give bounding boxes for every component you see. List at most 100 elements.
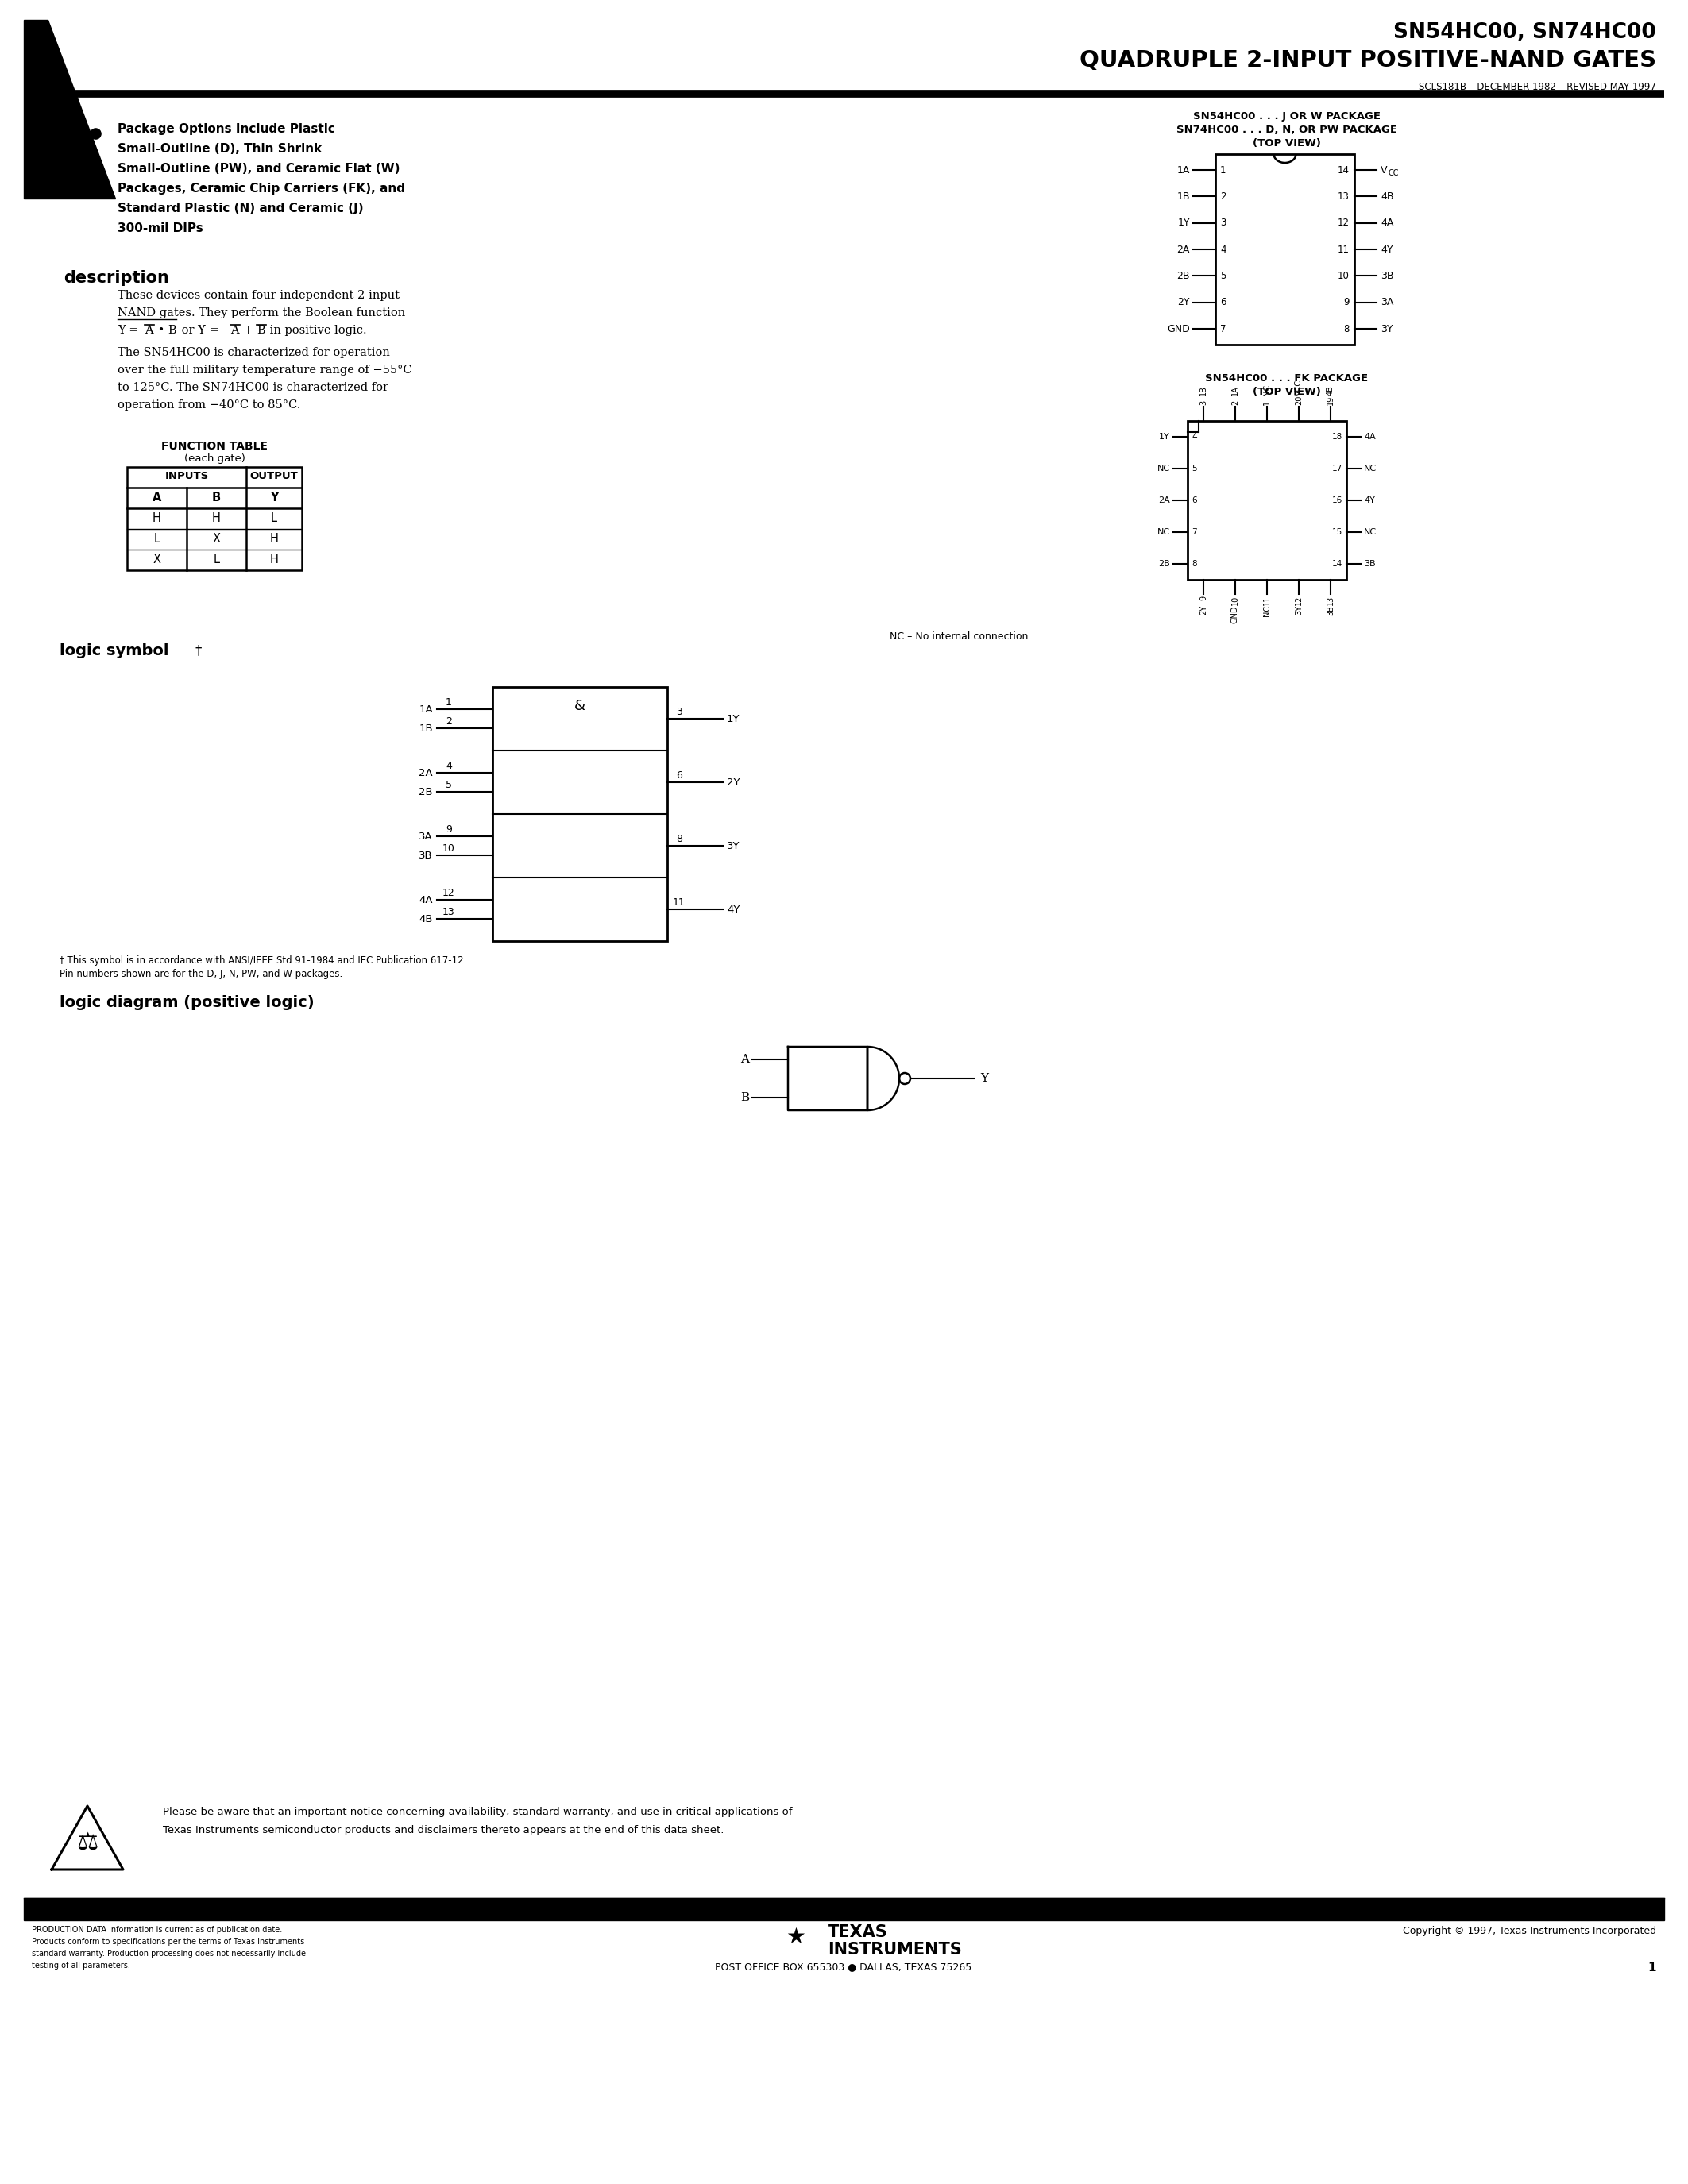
Text: 2: 2 — [446, 716, 452, 727]
Text: OUTPUT: OUTPUT — [250, 472, 299, 480]
Text: 1: 1 — [1220, 164, 1225, 175]
Text: 4B: 4B — [419, 913, 432, 924]
Polygon shape — [47, 20, 115, 199]
Text: 10: 10 — [442, 843, 456, 854]
Text: 5: 5 — [1220, 271, 1225, 282]
Text: SN54HC00, SN74HC00: SN54HC00, SN74HC00 — [1394, 22, 1656, 44]
Text: 7: 7 — [1220, 323, 1225, 334]
Text: (each gate): (each gate) — [184, 454, 245, 463]
Text: 1A: 1A — [1231, 384, 1239, 395]
Text: 6: 6 — [1192, 496, 1197, 505]
Text: 9: 9 — [1344, 297, 1350, 308]
Text: 11: 11 — [1263, 596, 1271, 605]
Text: 3Y: 3Y — [728, 841, 739, 852]
Text: 3: 3 — [1200, 400, 1207, 404]
Text: &: & — [574, 699, 586, 714]
Bar — [1215, 155, 1354, 345]
Text: over the full military temperature range of −55°C: over the full military temperature range… — [118, 365, 412, 376]
Text: in positive logic.: in positive logic. — [267, 325, 366, 336]
Text: 8: 8 — [1344, 323, 1350, 334]
Text: A: A — [145, 325, 154, 336]
Text: 1A: 1A — [1177, 164, 1190, 175]
Text: Standard Plastic (N) and Ceramic (J): Standard Plastic (N) and Ceramic (J) — [118, 203, 363, 214]
Text: 18: 18 — [1332, 432, 1342, 441]
Text: Y: Y — [270, 491, 279, 505]
Text: NC: NC — [1158, 465, 1170, 472]
Text: +: + — [240, 325, 257, 336]
Text: QUADRUPLE 2-INPUT POSITIVE-NAND GATES: QUADRUPLE 2-INPUT POSITIVE-NAND GATES — [1079, 50, 1656, 72]
Text: 17: 17 — [1332, 465, 1342, 472]
Text: Y =: Y = — [118, 325, 142, 336]
Text: 12: 12 — [1337, 218, 1350, 227]
Text: 4: 4 — [1192, 432, 1197, 441]
Text: X: X — [154, 553, 160, 566]
Text: GND: GND — [1166, 323, 1190, 334]
Text: TEXAS: TEXAS — [827, 1924, 888, 1939]
Text: 4Y: 4Y — [1364, 496, 1376, 505]
Text: VCC: VCC — [1295, 380, 1303, 395]
Text: B: B — [257, 325, 265, 336]
Text: H: H — [213, 513, 221, 524]
Text: 3B: 3B — [1327, 605, 1335, 616]
Text: SCLS181B – DECEMBER 1982 – REVISED MAY 1997: SCLS181B – DECEMBER 1982 – REVISED MAY 1… — [1420, 81, 1656, 92]
Bar — [1188, 422, 1347, 579]
Text: 2A: 2A — [419, 767, 432, 778]
Text: GND: GND — [1231, 605, 1239, 622]
Text: Copyright © 1997, Texas Instruments Incorporated: Copyright © 1997, Texas Instruments Inco… — [1403, 1926, 1656, 1937]
Text: 1B: 1B — [1177, 192, 1190, 201]
Text: Texas Instruments semiconductor products and disclaimers thereto appears at the : Texas Instruments semiconductor products… — [162, 1826, 724, 1835]
Text: 3: 3 — [1220, 218, 1225, 227]
Text: 3Y: 3Y — [1381, 323, 1393, 334]
Text: INPUTS: INPUTS — [165, 472, 209, 480]
Text: standard warranty. Production processing does not necessarily include: standard warranty. Production processing… — [32, 1950, 306, 1957]
Text: 12: 12 — [1295, 596, 1303, 605]
Text: 4B: 4B — [1381, 192, 1394, 201]
Text: 4: 4 — [1220, 245, 1225, 256]
Text: 8: 8 — [1192, 559, 1197, 568]
Text: or Y =: or Y = — [177, 325, 223, 336]
Text: 13: 13 — [442, 906, 456, 917]
Text: 4: 4 — [446, 760, 452, 771]
Text: 6: 6 — [1220, 297, 1225, 308]
Text: 13: 13 — [1339, 192, 1350, 201]
Text: 3Y: 3Y — [1295, 605, 1303, 614]
Text: 8: 8 — [675, 834, 682, 845]
Text: V: V — [1381, 164, 1388, 175]
Text: 3A: 3A — [419, 832, 432, 841]
Text: 4A: 4A — [1381, 218, 1394, 227]
Text: 2Y: 2Y — [1200, 605, 1207, 616]
Text: NC: NC — [1364, 465, 1377, 472]
Text: 10: 10 — [1231, 596, 1239, 605]
Text: (TOP VIEW): (TOP VIEW) — [1252, 138, 1322, 149]
Text: 1Y: 1Y — [728, 714, 739, 723]
Text: NAND gates. They perform the Boolean function: NAND gates. They perform the Boolean fun… — [118, 308, 405, 319]
Text: 6: 6 — [675, 771, 682, 780]
Text: 3A: 3A — [1381, 297, 1394, 308]
Text: 2: 2 — [1231, 400, 1239, 404]
Text: NC – No internal connection: NC – No internal connection — [890, 631, 1028, 642]
Text: NC: NC — [1263, 605, 1271, 616]
Text: 14: 14 — [1332, 559, 1342, 568]
Text: SN54HC00 . . . FK PACKAGE: SN54HC00 . . . FK PACKAGE — [1205, 373, 1369, 384]
Text: 4B: 4B — [1327, 384, 1335, 395]
Text: L: L — [213, 553, 219, 566]
Text: 1A: 1A — [419, 703, 432, 714]
Text: 3B: 3B — [1364, 559, 1376, 568]
Point — [81, 116, 108, 151]
Text: 11: 11 — [674, 898, 685, 909]
Bar — [493, 688, 667, 941]
Text: CC: CC — [1388, 168, 1398, 177]
Text: 2A: 2A — [1158, 496, 1170, 505]
Polygon shape — [24, 20, 47, 199]
Text: 5: 5 — [446, 780, 452, 791]
Text: 11: 11 — [1337, 245, 1350, 256]
Text: 2Y: 2Y — [728, 778, 739, 788]
Text: to 125°C. The SN74HC00 is characterized for: to 125°C. The SN74HC00 is characterized … — [118, 382, 388, 393]
Text: A: A — [230, 325, 238, 336]
Text: L: L — [270, 513, 277, 524]
Text: 1Y: 1Y — [1178, 218, 1190, 227]
Text: 1B: 1B — [419, 723, 432, 734]
Text: 1: 1 — [446, 697, 452, 708]
Text: 7: 7 — [1192, 529, 1197, 535]
Text: 16: 16 — [1332, 496, 1342, 505]
